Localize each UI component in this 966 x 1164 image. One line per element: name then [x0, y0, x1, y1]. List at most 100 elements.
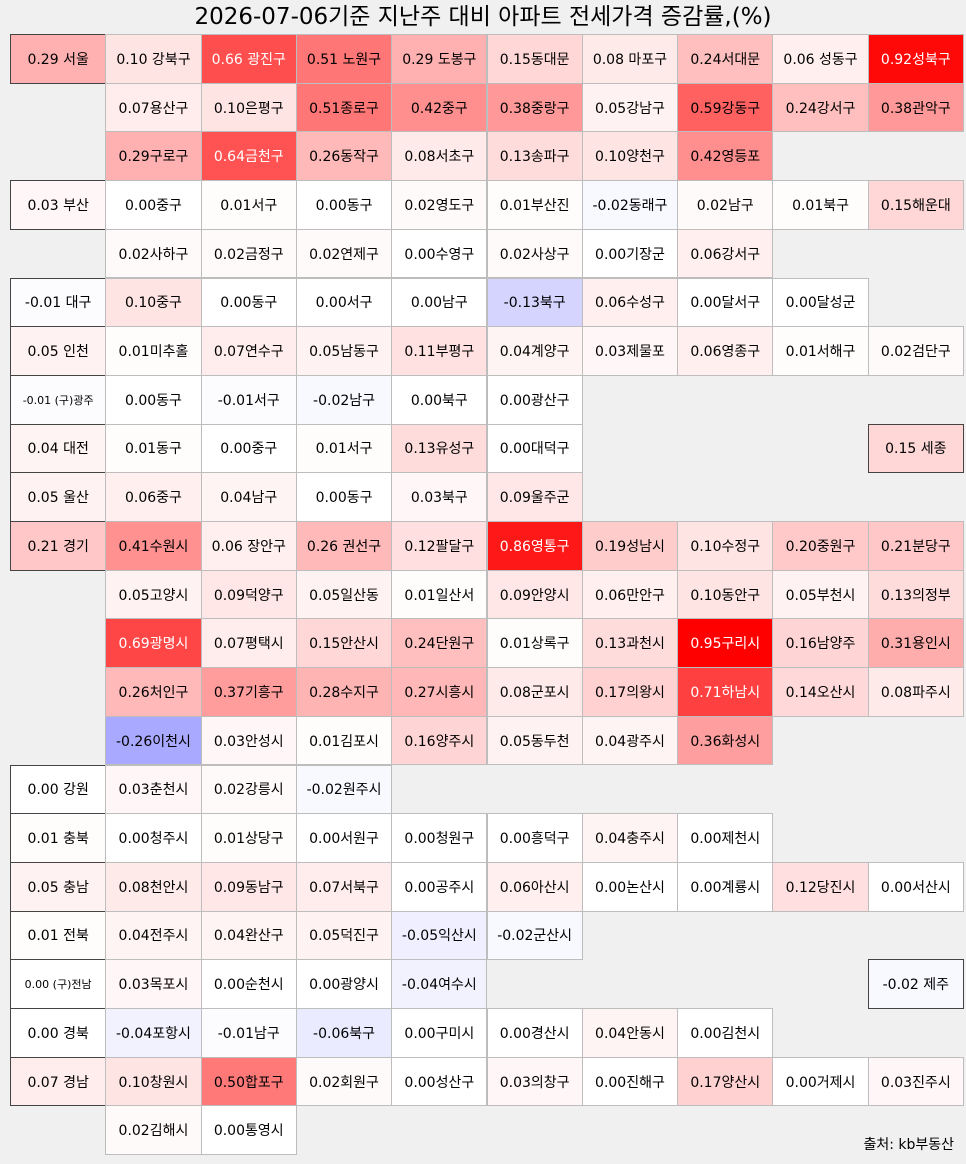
district-cell: 0.00청원구 [391, 813, 488, 863]
district-cell: -0.02동래구 [581, 180, 679, 230]
district-cell: 0.00경산시 [486, 1008, 583, 1058]
district-cell: 0.13송파구 [486, 131, 583, 182]
district-cell: 0.20중원구 [772, 521, 869, 571]
district-cell: 0.66 광진구 [200, 34, 297, 84]
district-cell: 0.06중구 [105, 472, 202, 522]
district-cell: 0.00순천시 [200, 959, 297, 1009]
district-cell: 0.51종로구 [295, 82, 393, 133]
district-cell: 0.51 노원구 [295, 34, 393, 84]
district-cell: 0.01서해구 [772, 326, 869, 376]
district-cell: 0.02사하구 [105, 228, 202, 279]
district-cell: 0.69광명시 [105, 618, 202, 669]
district-cell: 0.09동남구 [200, 861, 297, 912]
district-cell: 0.09울주군 [486, 472, 583, 522]
region-cell: 0.00 경북 [10, 1008, 107, 1058]
district-cell: 0.17의왕시 [581, 667, 679, 717]
district-cell: 0.15해운대 [867, 180, 964, 230]
district-cell: 0.00동구 [200, 277, 297, 328]
district-cell: 0.01상록구 [486, 618, 583, 669]
district-cell: 0.00공주시 [391, 861, 488, 912]
district-cell: 0.00동구 [295, 180, 393, 230]
region-cell: 0.00 (구)전남 [10, 959, 107, 1009]
district-cell: -0.06북구 [295, 1008, 393, 1058]
district-cell: 0.00수영구 [391, 228, 488, 279]
district-cell: 0.02영도구 [391, 180, 488, 230]
district-cell: 0.03제물포 [581, 326, 679, 376]
region-cell: 0.05 울산 [10, 472, 107, 522]
district-cell: 0.04충주시 [581, 813, 679, 863]
region-cell: -0.01 (구)광주 [10, 374, 107, 425]
district-cell: 0.10동안구 [677, 569, 774, 620]
district-cell: 0.03안성시 [200, 715, 297, 766]
district-cell: 0.01동구 [105, 423, 202, 474]
district-cell: 0.02강릉시 [200, 764, 297, 815]
district-cell: 0.03목포시 [105, 959, 202, 1009]
district-cell: 0.05덕진구 [295, 910, 393, 961]
region-cell: 0.29 서울 [10, 34, 107, 84]
district-cell: 0.15동대문 [486, 34, 583, 84]
district-cell: 0.71하남시 [677, 667, 774, 717]
district-cell: 0.02회원구 [295, 1056, 393, 1107]
district-cell: 0.24단원구 [391, 618, 488, 669]
district-cell: -0.02군산시 [486, 910, 583, 961]
district-cell: 0.00동구 [105, 374, 202, 425]
region-cell: 0.01 전북 [10, 910, 107, 961]
district-cell: 0.36화성시 [677, 715, 774, 766]
district-cell: 0.00서원구 [295, 813, 393, 863]
district-cell: 0.37기흥구 [200, 667, 297, 717]
district-cell: 0.00달성군 [772, 277, 869, 328]
district-cell: 0.00대덕구 [486, 423, 583, 474]
district-cell: 0.08파주시 [867, 667, 964, 717]
district-cell: 0.12당진시 [772, 861, 869, 912]
district-cell: 0.01상당구 [200, 813, 297, 863]
district-cell: 0.00동구 [295, 472, 393, 522]
source-note: 출처: kb부동산 [863, 1137, 954, 1153]
district-cell: 0.00김천시 [677, 1008, 774, 1058]
region-cell: 0.07 경남 [10, 1056, 107, 1107]
district-cell: 0.12팔달구 [391, 521, 488, 571]
district-cell: -0.04포항시 [105, 1008, 202, 1058]
district-cell: 0.00달서구 [677, 277, 774, 328]
district-cell: 0.02남구 [677, 180, 774, 230]
district-cell: 0.19성남시 [581, 521, 679, 571]
district-cell: 0.42중구 [391, 82, 488, 133]
district-cell: 0.08군포시 [486, 667, 583, 717]
district-cell: 0.04안동시 [581, 1008, 679, 1058]
district-cell: 0.01서구 [295, 423, 393, 474]
district-cell: 0.13의정부 [867, 569, 964, 620]
district-cell: 0.08천안시 [105, 861, 202, 912]
district-cell: -0.13북구 [486, 277, 583, 328]
region-cell: 0.03 부산 [10, 180, 107, 230]
region-cell: 0.04 대전 [10, 423, 107, 474]
district-cell: 0.03북구 [391, 472, 488, 522]
district-cell: 0.01서구 [200, 180, 297, 230]
district-cell: 0.00제천시 [677, 813, 774, 863]
district-cell: 0.16양주시 [391, 715, 488, 766]
district-cell: 0.64금천구 [200, 131, 297, 182]
district-cell: 0.11부평구 [391, 326, 488, 376]
district-cell: 0.00서구 [295, 277, 393, 328]
district-cell: 0.10창원시 [105, 1056, 202, 1107]
district-cell: 0.05동두천 [486, 715, 583, 766]
district-cell: 0.04광주시 [581, 715, 679, 766]
chart-title: 2026-07-06기준 지난주 대비 아파트 전세가격 증감률,(%) [194, 4, 772, 30]
side-region-cell: -0.02 제주 [867, 959, 964, 1009]
district-cell: 0.14오산시 [772, 667, 869, 717]
region-cell: 0.01 충북 [10, 813, 107, 863]
district-cell: 0.06강서구 [677, 228, 774, 279]
district-cell: 0.02사상구 [486, 228, 583, 279]
region-cell: 0.21 경기 [10, 521, 107, 571]
district-cell: 0.00북구 [391, 374, 488, 425]
district-cell: 0.17양산시 [677, 1056, 774, 1107]
district-cell: 0.00중구 [200, 423, 297, 474]
district-cell: 0.26동작구 [295, 131, 393, 182]
district-cell: 0.02검단구 [867, 326, 964, 376]
district-cell: 0.15안산시 [295, 618, 393, 669]
district-cell: 0.01미추홀 [105, 326, 202, 376]
district-cell: 0.00통영시 [200, 1105, 297, 1156]
district-cell: 0.00중구 [105, 180, 202, 230]
district-cell: 0.07평택시 [200, 618, 297, 669]
district-cell: 0.21분당구 [867, 521, 964, 571]
district-cell: 0.04전주시 [105, 910, 202, 961]
district-cell: 0.86영통구 [486, 521, 583, 571]
